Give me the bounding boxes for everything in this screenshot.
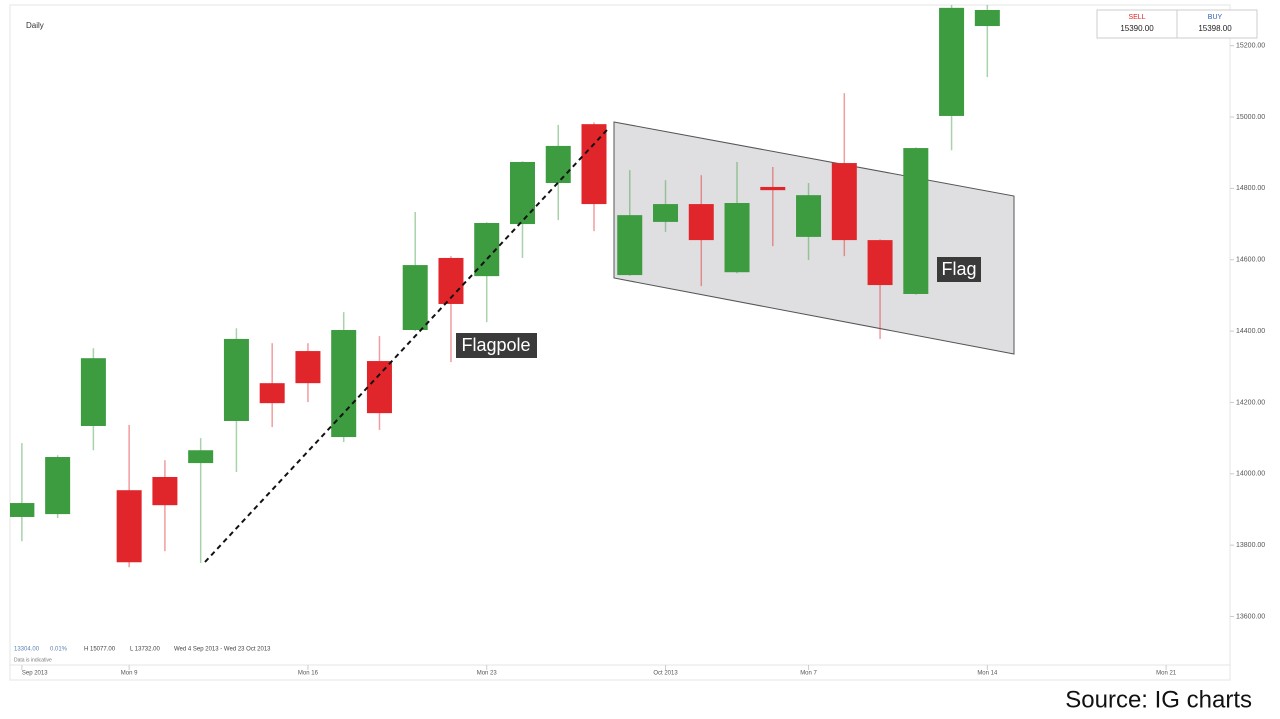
candle-body [366, 361, 392, 414]
y-tick-label: 13600.00 [1236, 613, 1265, 620]
candle-body [903, 148, 929, 294]
candle-body [223, 338, 249, 421]
data-note: Data is indicative [14, 657, 52, 663]
flagpole-label: Flagpole [461, 335, 530, 355]
x-tick-label: Sep 2013 [22, 671, 48, 677]
y-tick-label: 14000.00 [1236, 471, 1265, 478]
candle-body [545, 145, 571, 184]
source: Source: IG charts [1065, 686, 1252, 713]
info-low: L 13732.00 [130, 647, 160, 653]
x-tick-label: Mon 21 [1156, 671, 1177, 677]
candle-body [724, 203, 750, 273]
x-tick-label: Mon 7 [800, 671, 817, 677]
y-tick-label: 15000.00 [1236, 114, 1265, 121]
sell-price[interactable]: 15390.00 [1120, 24, 1154, 33]
candle-body [796, 195, 822, 237]
x-tick-label: Mon 14 [977, 671, 998, 677]
candle-body [295, 351, 321, 384]
candle-body [760, 186, 786, 191]
candle-body [45, 457, 71, 515]
candle-body [80, 358, 106, 426]
x-tick-label: Oct 2013 [653, 671, 678, 677]
candle-body [259, 383, 285, 404]
flagpole-label-box [456, 333, 537, 358]
candle-body [581, 124, 607, 205]
y-tick-label: 14600.00 [1236, 257, 1265, 264]
plot-frame [9, 4, 1231, 681]
flag-label-box [937, 257, 981, 282]
candle-body [331, 330, 357, 438]
y-tick-label: 13800.00 [1236, 542, 1265, 549]
candle-body [688, 204, 714, 241]
buy-price[interactable]: 15398.00 [1198, 24, 1232, 33]
x-tick-label: Mon 23 [477, 671, 498, 677]
candle-body [10, 503, 35, 517]
y-tick-label: 14400.00 [1236, 328, 1265, 335]
candle-body [152, 477, 178, 506]
candle-body [116, 490, 142, 563]
candle-body [188, 450, 214, 464]
x-tick-label: Mon 16 [298, 671, 319, 677]
candle-body [402, 265, 428, 331]
y-tick-label: 15200.00 [1236, 43, 1265, 50]
candle-body [509, 161, 535, 225]
candle-body [617, 215, 643, 276]
buy-label[interactable]: BUY [1208, 14, 1223, 21]
candle-body [831, 163, 857, 241]
candles [10, 5, 1000, 568]
candle-body [867, 240, 893, 286]
flag-label: Flag [941, 259, 976, 279]
y-tick-label: 14800.00 [1236, 185, 1265, 192]
info-high: H 15077.00 [84, 647, 116, 653]
info-range: Wed 4 Sep 2013 - Wed 23 Oct 2013 [174, 647, 271, 653]
sell-label[interactable]: SELL [1128, 14, 1145, 21]
candle-body [653, 204, 679, 222]
period-label: Daily [26, 21, 44, 30]
y-tick-label: 14200.00 [1236, 399, 1265, 406]
info-last: 13304.00 [14, 647, 40, 653]
info-change: 0.01% [50, 647, 68, 653]
candle-body [974, 9, 1000, 27]
x-tick-label: Mon 9 [121, 671, 138, 677]
candle-body [939, 7, 965, 116]
